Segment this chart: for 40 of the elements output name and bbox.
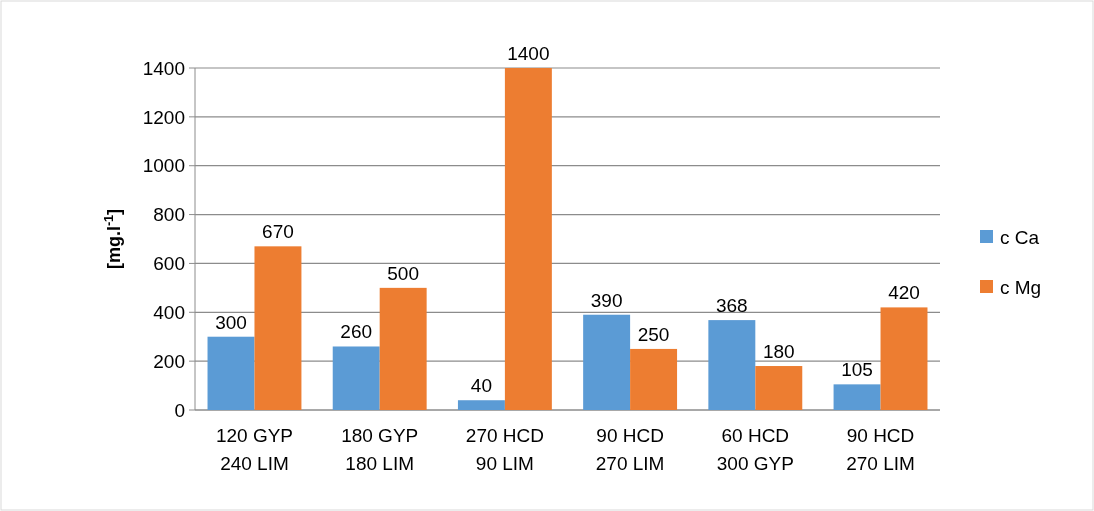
y-tick-label: 1400 [142, 57, 185, 79]
data-label: 1400 [507, 43, 550, 64]
bar [379, 287, 427, 410]
y-tick-label: 800 [153, 204, 185, 226]
bar [755, 366, 803, 410]
legend-label: c Mg [1000, 276, 1042, 298]
data-label: 40 [470, 375, 492, 397]
data-label: 300 [215, 311, 247, 333]
y-tick-label: 600 [153, 253, 185, 275]
data-label: 670 [262, 221, 294, 243]
x-tick-label: 90 HCD 270 LIM [595, 425, 665, 474]
bar [583, 314, 631, 410]
y-tick-label: 0 [174, 399, 185, 421]
x-tick-label: 60 HCD 300 GYP [716, 425, 794, 474]
x-tick-label: 120 GYP 240 LIM [215, 425, 294, 474]
bar [504, 68, 552, 410]
data-label: 390 [590, 289, 623, 311]
bar [880, 307, 928, 410]
bar [332, 346, 380, 410]
bar [457, 400, 505, 410]
bar [630, 348, 678, 410]
legend-label: c Ca [1000, 226, 1040, 248]
x-tick-label: 270 HCD 90 LIM [465, 425, 544, 474]
bar [207, 336, 255, 410]
x-tick-label: 90 HCD 270 LIM [846, 425, 915, 474]
data-label: 105 [841, 359, 873, 381]
y-tick-label: 200 [153, 350, 185, 372]
data-label: 180 [762, 341, 795, 363]
y-tick-label: 400 [153, 301, 185, 323]
data-label: 420 [888, 282, 920, 304]
bar [254, 246, 302, 410]
data-label: 500 [387, 262, 420, 284]
data-label: 368 [715, 295, 748, 317]
y-tick-label: 1200 [142, 106, 185, 128]
data-label: 260 [340, 321, 373, 343]
data-label: 250 [637, 323, 670, 345]
bar [833, 384, 881, 410]
y-tick-label: 1000 [142, 155, 185, 177]
bar [708, 320, 756, 410]
x-tick-label: 180 GYP 180 LIM [341, 425, 419, 474]
